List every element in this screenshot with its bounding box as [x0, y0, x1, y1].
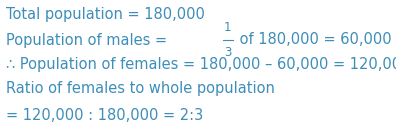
Text: 3: 3	[224, 46, 232, 59]
Text: Population of males =: Population of males =	[6, 32, 172, 47]
Text: of 180,000 = 60,000: of 180,000 = 60,000	[235, 32, 392, 47]
Text: 1: 1	[224, 21, 232, 34]
Text: Total population = 180,000: Total population = 180,000	[6, 7, 205, 22]
Text: = 120,000 : 180,000 = 2:3: = 120,000 : 180,000 = 2:3	[6, 107, 203, 122]
Text: Ratio of females to whole population: Ratio of females to whole population	[6, 80, 275, 95]
Text: ∴ Population of females = 180,000 – 60,000 = 120,000: ∴ Population of females = 180,000 – 60,0…	[6, 57, 396, 72]
